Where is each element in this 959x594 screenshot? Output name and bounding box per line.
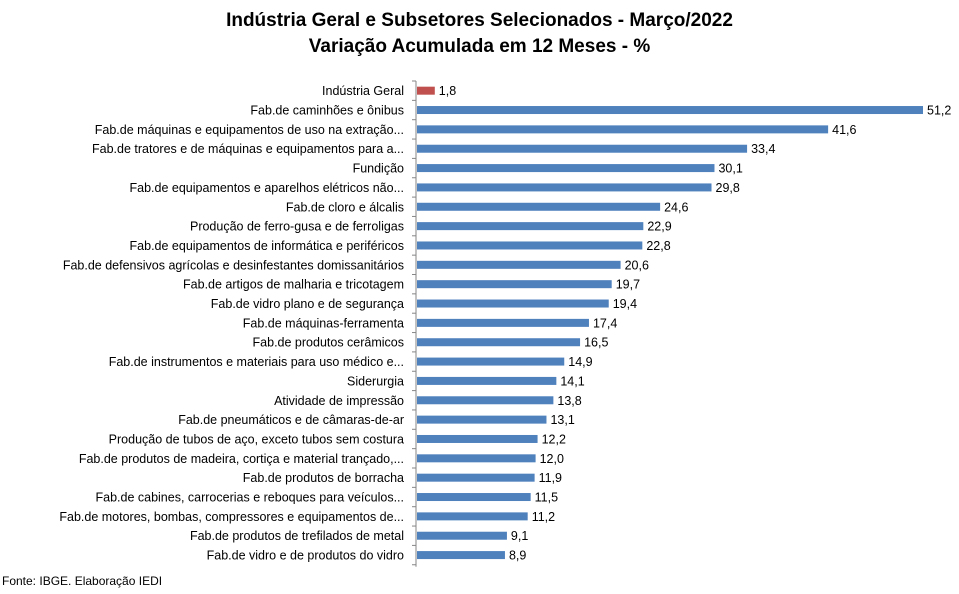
category-label: Fab.de equipamentos de informática e per… [130, 239, 404, 253]
category-label: Siderurgia [347, 374, 404, 388]
category-label: Fab.de caminhões e ônibus [250, 104, 404, 118]
value-label: 51,2 [927, 104, 951, 118]
category-label: Fab.de equipamentos e aparelhos elétrico… [130, 181, 404, 195]
bar [417, 434, 538, 443]
bar [417, 551, 505, 560]
chart-subtitle: Variação Acumulada em 12 Meses - % [308, 36, 651, 57]
plot-area: Indústria Geral 1,8 Fab.de caminhões e ôni… [59, 80, 951, 567]
source-note: Fonte: IBGE. Elaboração IEDI [2, 574, 163, 588]
category-label: Fab.de vidro e de produtos do vidro [207, 549, 404, 563]
category-label: Fab.de instrumentos e materiais para uso… [109, 355, 404, 369]
value-label: 14,1 [560, 374, 584, 388]
bar [417, 280, 612, 289]
value-label: 11,5 [535, 491, 558, 505]
bar [417, 396, 554, 405]
value-label: 12,0 [540, 452, 564, 466]
bar [417, 338, 581, 347]
category-label: Fab.de produtos de madeira, cortiça e ma… [79, 452, 404, 466]
value-label: 14,9 [568, 355, 592, 369]
value-label: 16,5 [584, 336, 608, 350]
value-label: 22,8 [646, 239, 670, 253]
category-label: Fab.de máquinas-ferramenta [243, 316, 404, 330]
bar [417, 183, 712, 192]
value-label: 8,9 [509, 549, 526, 563]
value-label: 19,4 [613, 297, 637, 311]
bar [417, 260, 621, 269]
category-label: Fab.de produtos de borracha [243, 471, 404, 485]
category-label: Fab.de produtos cerâmicos [253, 336, 404, 350]
category-label: Produção de ferro-gusa e de ferroligas [190, 220, 404, 234]
value-label: 12,2 [542, 432, 566, 446]
bar [417, 454, 536, 463]
value-label: 1,8 [439, 84, 456, 98]
value-label: 29,8 [716, 181, 740, 195]
bar [417, 241, 643, 250]
category-label: Fab.de artigos de malharia e tricotagem [183, 278, 404, 292]
bar [417, 318, 589, 327]
value-label: 17,4 [593, 316, 617, 330]
value-label: 22,9 [647, 220, 671, 234]
bar [417, 512, 528, 521]
category-label: Indústria Geral [322, 84, 404, 98]
value-label: 24,6 [664, 200, 688, 214]
bar [417, 202, 661, 211]
value-label: 13,1 [550, 413, 574, 427]
value-label: 33,4 [751, 142, 775, 156]
bar [417, 415, 547, 424]
bar [417, 299, 609, 308]
chart-title: Indústria Geral e Subsetores Selecionado… [226, 10, 733, 31]
bar [417, 357, 565, 366]
bar [417, 493, 531, 502]
bar [417, 144, 748, 153]
value-label: 11,9 [539, 471, 562, 485]
chart-title-block: Indústria Geral e Subsetores Selecionado… [0, 8, 959, 60]
category-label: Fab.de produtos de trefilados de metal [190, 529, 404, 543]
category-label: Atividade de impressão [274, 394, 404, 408]
category-label: Produção de tubos de aço, exceto tubos s… [109, 432, 404, 446]
bar [417, 473, 535, 482]
bar [417, 106, 923, 115]
bar [417, 376, 557, 385]
value-label: 19,7 [616, 278, 640, 292]
category-label: Fab.de cloro e álcalis [286, 200, 404, 214]
category-label: Fab.de cabines, carrocerias e reboques p… [95, 491, 404, 505]
category-label: Fab.de defensivos agrícolas e desinfesta… [63, 258, 404, 272]
value-label: 9,1 [511, 529, 528, 543]
bar [417, 531, 507, 540]
bar-highlight [417, 86, 435, 95]
category-label: Fab.de pneumáticos e de câmaras-de-ar [178, 413, 404, 427]
category-label: Fundição [353, 162, 404, 176]
category-label: Fab.de máquinas e equipamentos de uso na… [95, 123, 404, 137]
value-label: 11,2 [532, 510, 555, 524]
category-label: Fab.de motores, bombas, compressores e e… [59, 510, 404, 524]
value-label: 20,6 [625, 258, 649, 272]
category-label: Fab.de vidro plano e de segurança [211, 297, 404, 311]
bar [417, 164, 715, 173]
category-label: Fab.de tratores e de máquinas e equipame… [92, 142, 404, 156]
value-label: 41,6 [832, 123, 856, 137]
bar [417, 125, 829, 134]
value-label: 13,8 [557, 394, 581, 408]
value-label: 30,1 [718, 162, 742, 176]
bar [417, 222, 644, 231]
